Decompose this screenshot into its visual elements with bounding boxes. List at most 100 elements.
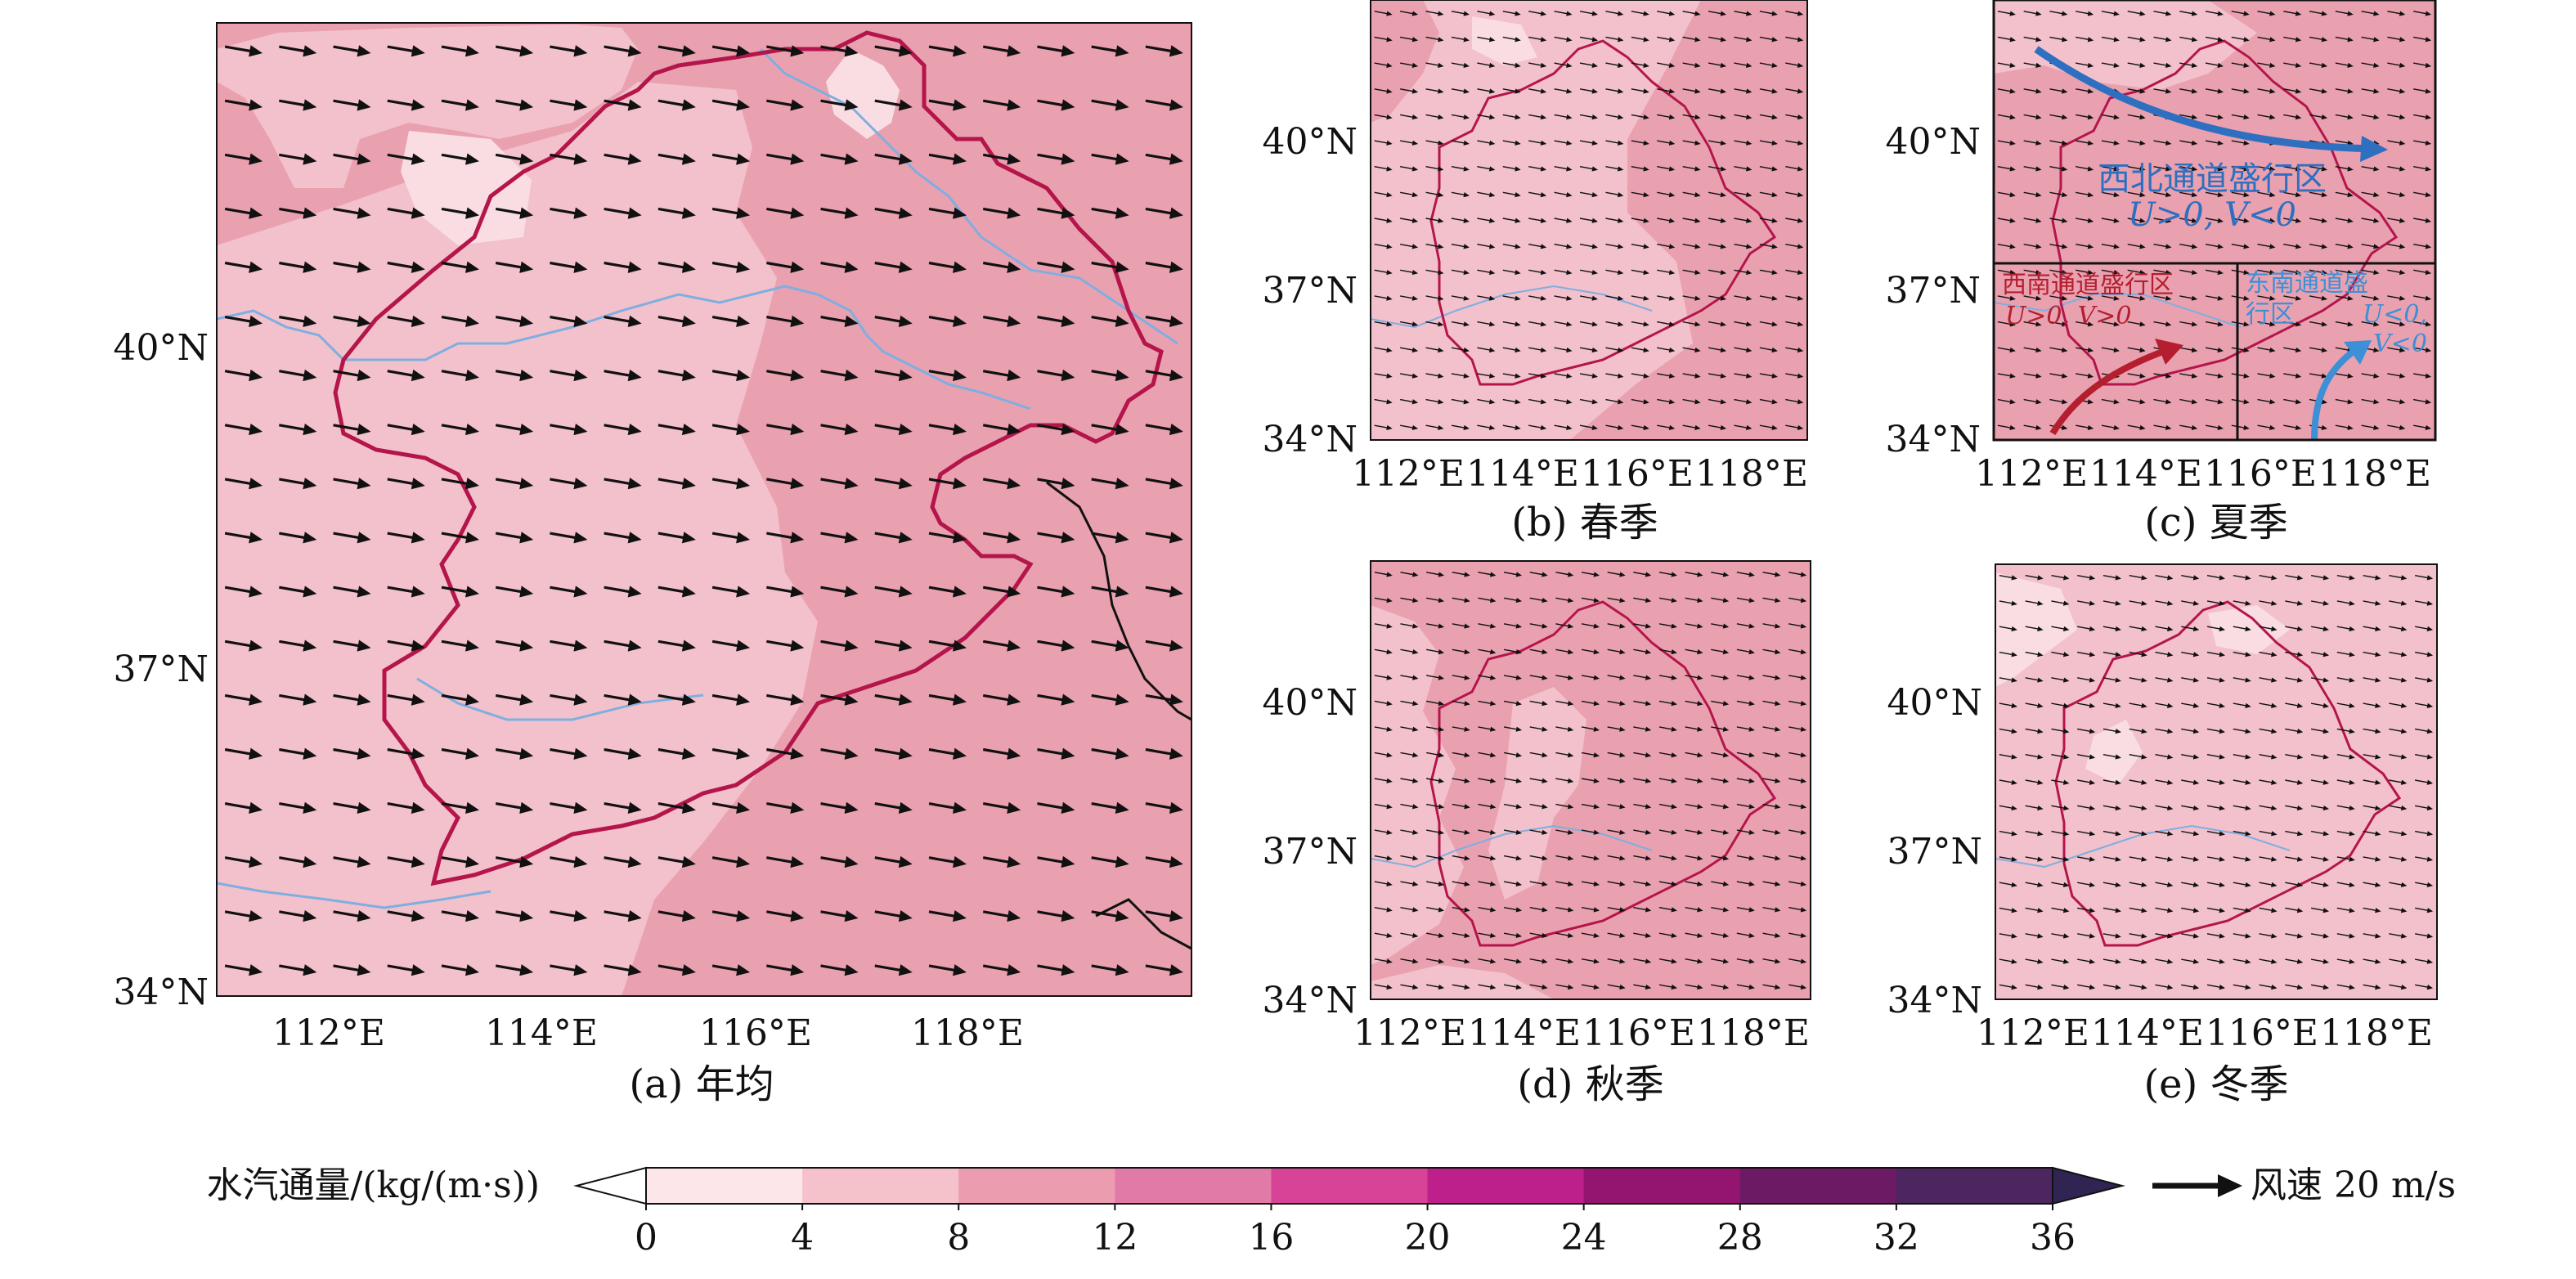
wind-vector	[1399, 347, 1419, 353]
wind-vector	[1400, 675, 1419, 680]
wind-vector	[1736, 958, 1755, 964]
wind-vector	[874, 747, 913, 760]
wind-vector	[1451, 347, 1470, 353]
wind-vector	[657, 532, 696, 544]
wind-vector	[711, 478, 751, 490]
wind-vector	[2181, 856, 2200, 862]
wind-vector	[604, 315, 642, 327]
wind-vector	[2361, 321, 2380, 327]
wind-vector	[1682, 424, 1701, 431]
wind-vector	[2233, 984, 2251, 990]
wind-vector	[1091, 693, 1129, 706]
wind-vector	[928, 586, 967, 598]
wind-vector	[1658, 932, 1677, 939]
wind-vector	[2389, 728, 2408, 734]
wind-vector	[1631, 321, 1649, 327]
panel-c-lon-118: 118°E	[2318, 453, 2431, 495]
wind-vector	[1708, 140, 1727, 146]
wind-vector	[2363, 574, 2381, 581]
wind-vector	[2231, 62, 2250, 68]
wind-vector	[1762, 958, 1781, 964]
wind-vector	[1605, 373, 1624, 379]
wind-vector	[2181, 958, 2200, 964]
wind-vector	[1399, 373, 1419, 379]
wind-vector	[1529, 906, 1548, 913]
wind-vector	[2179, 269, 2198, 276]
wind-vector	[1658, 726, 1677, 732]
wind-vector	[2335, 321, 2354, 327]
wind-vector	[2231, 424, 2250, 431]
wind-vector	[1736, 726, 1755, 732]
wind-vector	[928, 909, 967, 922]
wind-vector	[1399, 269, 1419, 276]
wind-vector	[2153, 218, 2172, 223]
wind-vector	[711, 99, 751, 111]
wind-vector	[1452, 906, 1470, 913]
wind-vector	[2414, 651, 2434, 657]
wind-vector	[1529, 778, 1548, 783]
wind-vector	[279, 315, 317, 327]
wind-vector	[820, 153, 859, 165]
wind-vector	[1759, 424, 1778, 431]
wind-vector	[1374, 700, 1393, 707]
wind-vector	[387, 315, 425, 327]
panel-e-caption: (e) 冬季	[2143, 1061, 2288, 1107]
wind-vector	[820, 423, 859, 436]
panel-c: 西北通道盛行区 U>0, V<0 西南通道盛行区 U>0, V>0 东南通道盛 …	[1886, 0, 2437, 545]
wind-vector	[2361, 373, 2380, 379]
wind-vector	[766, 478, 805, 490]
wind-vector	[1607, 675, 1626, 680]
wind-vector	[2076, 140, 2094, 146]
wind-vector	[928, 964, 967, 976]
wind-vector	[495, 801, 534, 814]
wind-vector	[2389, 933, 2408, 939]
wind-vector	[2257, 373, 2276, 379]
wind-vector	[2101, 295, 2120, 301]
wind-vector	[2285, 574, 2304, 581]
wind-vector	[224, 801, 263, 814]
wind-vector	[1682, 166, 1701, 172]
wind-vector	[1528, 62, 1547, 68]
wind-vector	[1091, 45, 1129, 57]
wind-vector	[1451, 88, 1470, 94]
wind-vector	[2155, 574, 2174, 581]
wind-vector	[2361, 295, 2380, 301]
wind-vector	[1145, 532, 1183, 544]
wind-vector	[1451, 140, 1470, 146]
wind-vector	[2206, 600, 2225, 606]
wind-vector	[1037, 315, 1075, 327]
wind-vector	[1528, 114, 1547, 120]
wind-vector	[1997, 88, 2016, 94]
wind-vector	[1605, 62, 1624, 68]
wind-vector	[495, 532, 534, 544]
wind-vector	[2335, 166, 2354, 172]
wind-vector	[1452, 984, 1470, 990]
wind-vector	[874, 532, 913, 544]
wind-vector	[1425, 906, 1445, 913]
colorbar-frame	[645, 1167, 2053, 1205]
wind-vector	[1579, 218, 1598, 223]
wind-vector	[2049, 269, 2068, 276]
wind-vector	[2259, 754, 2278, 760]
wind-vector	[2076, 347, 2094, 353]
wind-vector	[2412, 36, 2432, 43]
wind-vector	[1374, 191, 1393, 198]
wind-vector	[1091, 423, 1129, 436]
wind-vector	[1581, 623, 1600, 629]
panel-c-lon-116: 116°E	[2204, 453, 2317, 495]
panel-a-frame	[216, 22, 1192, 997]
wind-vector	[1708, 166, 1727, 172]
wind-vector	[2129, 677, 2147, 683]
wind-vector	[1502, 321, 1521, 327]
wind-vector	[1708, 62, 1727, 68]
wind-vector	[1528, 191, 1547, 198]
wind-vector	[1502, 398, 1521, 405]
wind-vector	[1708, 295, 1727, 301]
wind-vector	[1759, 347, 1778, 353]
colorbar-over-extension	[2052, 1166, 2125, 1205]
wind-vector	[2051, 830, 2070, 837]
wind-vector	[2129, 779, 2147, 785]
wind-vector	[1997, 114, 2016, 120]
sw-channel-arrowhead	[2155, 339, 2183, 365]
wind-vector	[711, 855, 751, 868]
